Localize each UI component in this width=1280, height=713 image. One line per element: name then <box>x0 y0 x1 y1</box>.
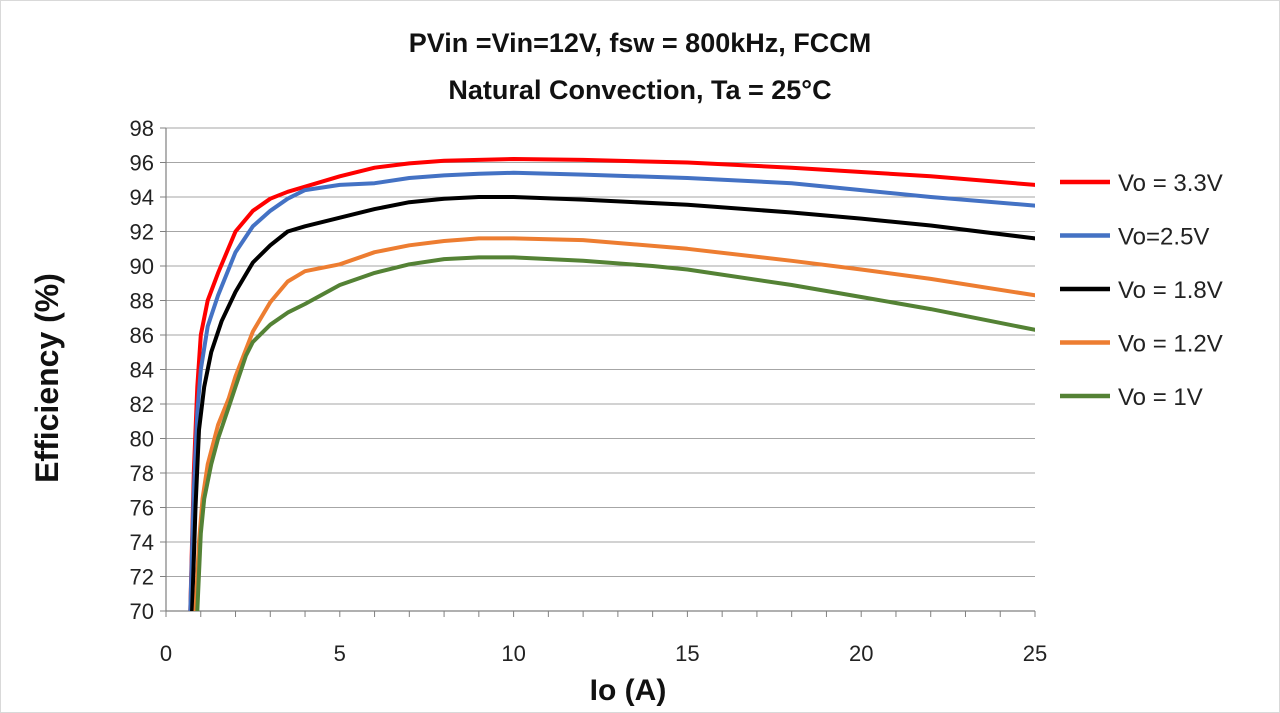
y-tick-labels: 70 72 74 76 78 80 82 84 86 88 90 92 94 96 98 <box>130 116 154 624</box>
series-line-2 <box>190 195 1035 611</box>
series-line-4 <box>195 255 1035 611</box>
y-axis-label: Efficiency (%) <box>29 273 65 483</box>
legend-label: Vo = 3.3V <box>1118 170 1223 197</box>
legend-label: Vo = 1.2V <box>1118 331 1223 358</box>
axes <box>160 127 1036 617</box>
chart-title-line2: Natural Convection, Ta = 25°C <box>448 75 832 105</box>
series-line-1 <box>188 170 1035 611</box>
y-tick-label: 98 <box>130 116 154 141</box>
series-line-0 <box>188 157 1035 611</box>
x-tick-label: 25 <box>1023 641 1047 666</box>
legend: Vo = 3.3V Vo=2.5V Vo = 1.8V Vo = 1.2V Vo = 1… <box>1060 170 1223 411</box>
series-line-3 <box>193 236 1035 611</box>
x-tick-label: 15 <box>675 641 699 666</box>
y-tick-label: 92 <box>130 220 154 245</box>
y-tick-label: 88 <box>130 289 154 314</box>
x-tick-label: 20 <box>849 641 873 666</box>
series-lines <box>188 157 1035 611</box>
gridlines <box>166 127 1035 577</box>
legend-label: Vo=2.5V <box>1118 224 1209 251</box>
x-tick-label: 5 <box>334 641 346 666</box>
y-tick-label: 76 <box>130 496 154 521</box>
y-tick-label: 94 <box>130 185 154 210</box>
chart-title-line1: PVin =Vin=12V, fsw = 800kHz, FCCM <box>408 28 872 58</box>
y-tick-label: 78 <box>130 461 154 486</box>
y-tick-label: 82 <box>130 392 154 417</box>
y-tick-label: 80 <box>130 427 154 452</box>
x-tick-label: 10 <box>501 641 525 666</box>
y-tick-label: 74 <box>130 530 154 555</box>
y-tick-label: 86 <box>130 323 154 348</box>
x-axis-label: Io (A) <box>590 674 667 707</box>
y-tick-label: 90 <box>130 254 154 279</box>
x-tick-labels: 0 5 10 15 20 25 <box>160 641 1047 666</box>
x-tick-label: 0 <box>160 641 172 666</box>
y-tick-label: 96 <box>130 151 154 176</box>
y-tick-label: 72 <box>130 565 154 590</box>
legend-label: Vo = 1.8V <box>1118 277 1223 304</box>
y-tick-label: 84 <box>130 358 154 383</box>
legend-label: Vo = 1V <box>1118 384 1203 411</box>
y-tick-label: 70 <box>130 599 154 624</box>
